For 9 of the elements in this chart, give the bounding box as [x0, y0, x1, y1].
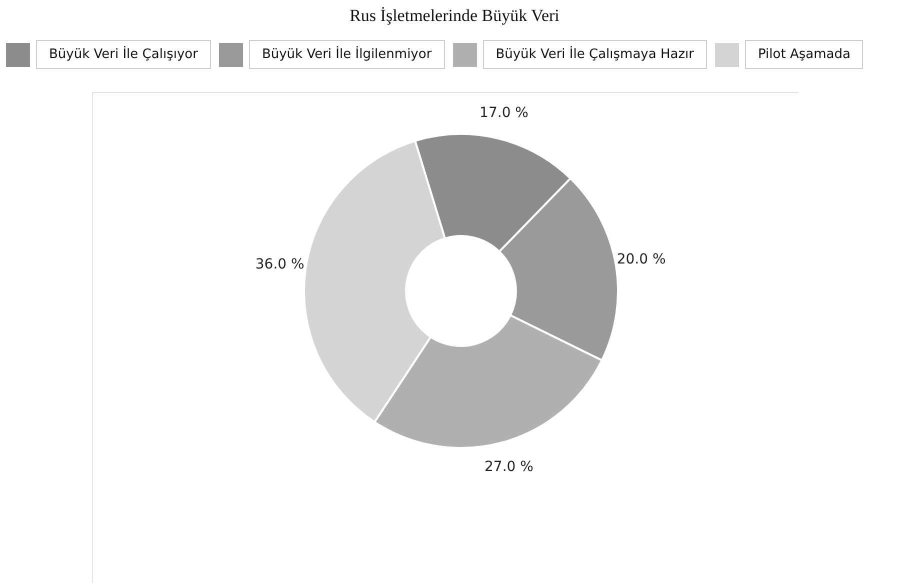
data-label: 20.0 % [616, 251, 666, 268]
legend-label: Büyük Veri İle Çalışıyor [36, 40, 211, 69]
data-label: 27.0 % [484, 459, 534, 476]
legend-label: Büyük Veri İle İlgilenmiyor [248, 40, 445, 69]
data-label: 17.0 % [480, 104, 528, 121]
chart-title: Rus İşletmelerinde Büyük Veri [348, 6, 560, 26]
legend-label: Büyük Veri İle Çalışmaya Hazır [482, 40, 707, 69]
data-label: 36.0 % [255, 256, 304, 273]
legend-label: Pilot Aşamada [744, 40, 864, 69]
